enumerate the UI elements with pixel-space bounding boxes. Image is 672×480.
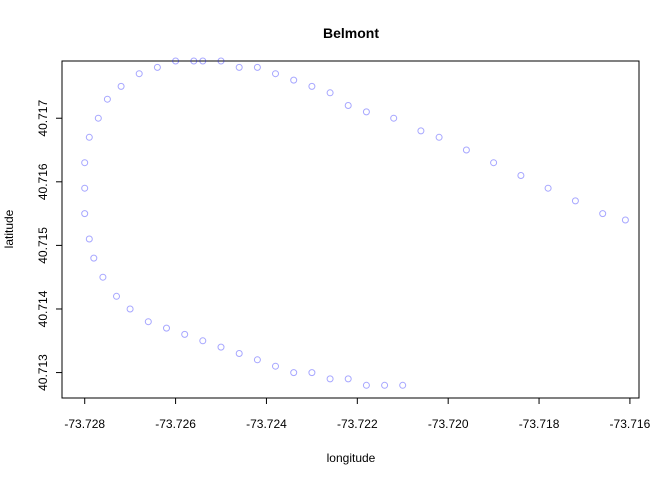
data-point bbox=[163, 324, 170, 332]
data-point bbox=[517, 172, 525, 179]
data-point bbox=[117, 82, 125, 90]
data-point bbox=[85, 235, 93, 243]
y-tick-label: 40.716 bbox=[36, 163, 50, 200]
data-point bbox=[190, 57, 198, 65]
x-tick-label: -73.728 bbox=[64, 417, 105, 431]
data-point bbox=[253, 356, 261, 364]
x-tick-label: -73.720 bbox=[428, 417, 469, 431]
data-point bbox=[235, 350, 243, 357]
data-point bbox=[144, 318, 152, 326]
x-tick-label: -73.724 bbox=[246, 417, 287, 431]
x-axis-label: longitude bbox=[327, 451, 376, 465]
data-point bbox=[94, 114, 102, 122]
data-point bbox=[326, 89, 334, 97]
data-point bbox=[181, 330, 189, 338]
data-point bbox=[81, 210, 89, 218]
x-tick-label: -73.722 bbox=[337, 417, 378, 431]
data-point bbox=[362, 381, 370, 389]
data-point bbox=[290, 76, 298, 84]
data-point bbox=[81, 159, 89, 167]
data-point bbox=[103, 95, 111, 103]
data-point bbox=[599, 210, 607, 218]
data-point bbox=[344, 375, 352, 383]
y-tick-label: 40.714 bbox=[36, 290, 50, 327]
data-point bbox=[272, 70, 279, 78]
data-point bbox=[308, 82, 316, 90]
data-point bbox=[235, 63, 243, 71]
data-point bbox=[417, 127, 425, 135]
data-point bbox=[381, 381, 389, 389]
chart-title: Belmont bbox=[323, 25, 379, 41]
data-point bbox=[326, 375, 334, 383]
data-point bbox=[308, 369, 316, 377]
data-point bbox=[99, 273, 107, 281]
data-point bbox=[85, 133, 93, 141]
data-points bbox=[81, 57, 629, 389]
data-point bbox=[199, 337, 207, 345]
y-tick-label: 40.717 bbox=[36, 100, 50, 137]
y-axis: 40.713 40.714 40.715 40.716 40.717 bbox=[36, 100, 62, 391]
data-point bbox=[390, 114, 398, 122]
data-point bbox=[571, 197, 579, 205]
data-point bbox=[621, 216, 629, 224]
y-axis-label: latitude bbox=[2, 209, 16, 248]
y-tick-label: 40.715 bbox=[36, 227, 50, 264]
data-point bbox=[462, 146, 470, 154]
data-point bbox=[490, 159, 498, 167]
data-point bbox=[113, 292, 120, 300]
x-tick-label: -73.716 bbox=[610, 417, 651, 431]
plot-frame bbox=[61, 60, 640, 399]
data-point bbox=[399, 381, 407, 389]
data-point bbox=[290, 369, 298, 377]
x-tick-label: -73.726 bbox=[155, 417, 196, 431]
data-point bbox=[435, 133, 443, 141]
data-point bbox=[90, 254, 98, 262]
x-axis: -73.728 -73.726 -73.724 -73.722 -73.720 -73.7… bbox=[64, 398, 651, 431]
data-point bbox=[199, 57, 207, 65]
data-point bbox=[135, 70, 143, 78]
data-point bbox=[217, 343, 225, 351]
data-point bbox=[544, 184, 552, 192]
data-point bbox=[172, 57, 180, 65]
data-point bbox=[153, 63, 161, 71]
data-point bbox=[362, 108, 370, 116]
x-tick-label: -73.718 bbox=[519, 417, 560, 431]
data-point bbox=[81, 184, 89, 192]
data-point bbox=[253, 63, 261, 71]
data-point bbox=[217, 57, 225, 65]
data-point bbox=[344, 102, 352, 109]
data-point bbox=[126, 305, 134, 313]
data-point bbox=[272, 362, 279, 370]
y-tick-label: 40.713 bbox=[36, 354, 50, 391]
